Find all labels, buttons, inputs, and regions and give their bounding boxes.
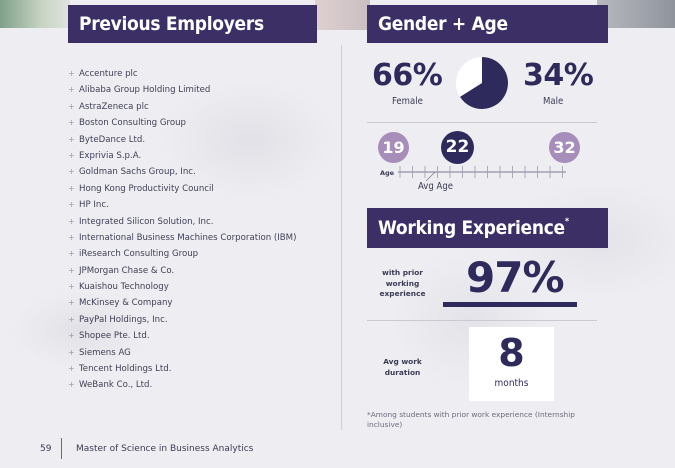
employer-name: AstraZeneca plc [79, 101, 149, 112]
plus-bullet-icon: + [68, 118, 75, 128]
female-label: Female [392, 96, 423, 107]
avg-age-label: Avg Age [418, 181, 454, 192]
work-duration-value: 8 [498, 331, 525, 375]
employer-item: + International Business Machines Corpora… [68, 230, 296, 246]
program-title: Master of Science in Business Analytics [76, 444, 254, 454]
age-axis [398, 166, 566, 182]
employer-name: iResearch Consulting Group [79, 249, 199, 260]
employer-name: WeBank Co., Ltd. [79, 380, 153, 391]
employer-list: + Accenture plc + Alibaba Group Holding Lim… [68, 66, 296, 394]
employer-item: + HP Inc. [68, 197, 296, 213]
employer-item: + Goldman Sachs Group, Inc. [68, 164, 296, 180]
plus-bullet-icon: + [68, 69, 75, 78]
employer-item: + Kuaishou Technology [68, 279, 296, 295]
employer-name: Boston Consulting Group [79, 118, 187, 129]
age-axis-ticks [399, 166, 563, 178]
employer-item: + McKinsey & Company [68, 295, 296, 311]
photo-strip [597, 0, 675, 28]
employer-item: + Shopee Pte. Ltd. [68, 328, 296, 344]
employer-name: Tencent Holdings Ltd. [79, 364, 172, 375]
page-number: 59 [40, 444, 52, 454]
pie-female-slice [460, 57, 509, 109]
plus-bullet-icon: + [68, 232, 75, 242]
age-avg-circle: 22 [441, 131, 474, 164]
employer-name: Kuaishou Technology [79, 282, 169, 293]
avg-age-pointer [425, 171, 436, 182]
plus-bullet-icon: + [68, 134, 75, 144]
working-experience-title: Working Experience [378, 217, 565, 239]
employer-name: Siemens AG [79, 347, 131, 358]
age-axis-label: Age [380, 169, 395, 177]
employer-item: + Hong Kong Productivity Council [68, 181, 296, 197]
age-min-circle: 19 [378, 132, 409, 163]
plus-bullet-icon: + [68, 183, 75, 193]
plus-bullet-icon: + [68, 364, 75, 374]
plus-bullet-icon: + [68, 347, 75, 357]
section-divider [367, 320, 597, 321]
plus-bullet-icon: + [68, 200, 75, 210]
column-divider [341, 45, 342, 430]
plus-bullet-icon: + [68, 150, 75, 160]
photo-strip [315, 0, 370, 30]
prior-experience-percentage: 97% [466, 253, 565, 302]
plus-bullet-icon: + [68, 85, 75, 95]
employer-item: + Siemens AG [68, 345, 296, 361]
section-divider [367, 122, 597, 123]
plus-bullet-icon: + [68, 249, 75, 259]
age-max-circle: 32 [549, 132, 580, 163]
employer-name: McKinsey & Company [79, 298, 173, 309]
employer-item: + iResearch Consulting Group [68, 246, 296, 262]
employer-item: + Alibaba Group Holding Limited [68, 82, 296, 98]
gender-age-heading: Gender + Age [367, 5, 608, 43]
employer-name: ByteDance Ltd. [79, 134, 146, 145]
employer-name: Hong Kong Productivity Council [79, 183, 214, 194]
employer-name: Goldman Sachs Group, Inc. [79, 167, 196, 178]
employer-name: HP Inc. [79, 200, 109, 211]
employer-name: Exprivia S.p.A. [79, 150, 142, 161]
employer-name: International Business Machines Corporat… [79, 232, 297, 243]
plus-bullet-icon: + [68, 314, 75, 324]
plus-bullet-icon: + [68, 380, 75, 390]
working-experience-footnote-mark: * [564, 217, 569, 227]
employer-item: + WeBank Co., Ltd. [68, 377, 296, 393]
prior-experience-underline [443, 302, 577, 307]
plus-bullet-icon: + [68, 167, 75, 177]
previous-employers-heading: Previous Employers [68, 5, 317, 43]
employer-item: + Accenture plc [68, 66, 296, 82]
footer-separator [61, 438, 62, 459]
plus-bullet-icon: + [68, 216, 75, 226]
employer-item: + AstraZeneca plc [68, 99, 296, 115]
male-percentage: 34% [523, 58, 594, 93]
employer-item: + Boston Consulting Group [68, 115, 296, 131]
photo-strip [0, 0, 70, 28]
male-label: Male [543, 96, 564, 107]
employer-item: + Exprivia S.p.A. [68, 148, 296, 164]
employer-name: Shopee Pte. Ltd. [79, 331, 150, 342]
employer-item: + ByteDance Ltd. [68, 132, 296, 148]
plus-bullet-icon: + [68, 282, 75, 292]
employer-name: Alibaba Group Holding Limited [79, 85, 211, 96]
employer-item: + JPMorgan Chase & Co. [68, 263, 296, 279]
footnote: *Among students with prior work experien… [367, 410, 575, 429]
gender-pie-chart [456, 57, 509, 109]
employer-name: Integrated Silicon Solution, Inc. [79, 216, 214, 227]
work-duration-unit: months [494, 378, 529, 389]
employer-item: + PayPal Holdings, Inc. [68, 312, 296, 328]
plus-bullet-icon: + [68, 298, 75, 308]
plus-bullet-icon: + [68, 265, 75, 275]
employer-name: PayPal Holdings, Inc. [79, 314, 168, 325]
plus-bullet-icon: + [68, 331, 75, 341]
work-duration-box: 8 months [469, 327, 554, 401]
work-duration-label: Avg work duration [383, 357, 422, 377]
prior-experience-label: with prior working experience [379, 268, 426, 298]
employer-name: Accenture plc [79, 69, 138, 79]
plus-bullet-icon: + [68, 101, 75, 111]
female-percentage: 66% [372, 58, 443, 93]
employer-item: + Tencent Holdings Ltd. [68, 361, 296, 377]
working-experience-heading: Working Experience* [367, 208, 608, 248]
employer-item: + Integrated Silicon Solution, Inc. [68, 214, 296, 230]
employer-name: JPMorgan Chase & Co. [79, 265, 175, 276]
